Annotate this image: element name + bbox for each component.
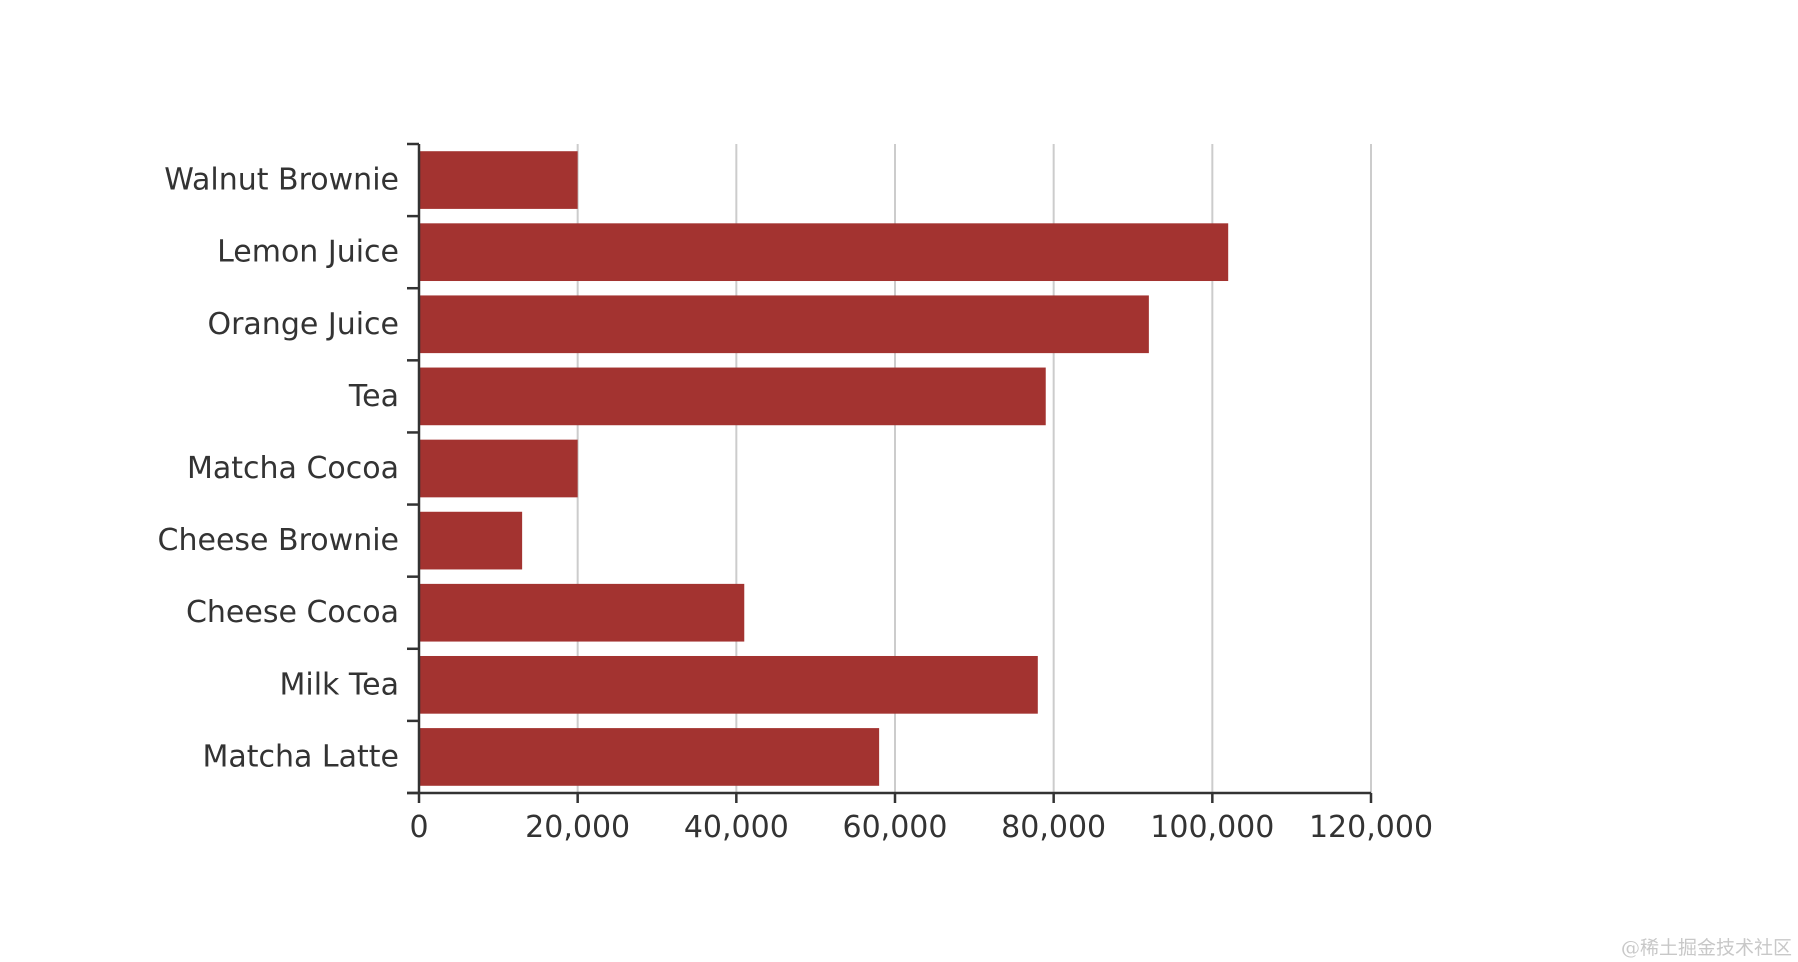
x-axis-ticks: 0 20,000 40,000 60,000 80,000 100,000 120,000 [409, 793, 1433, 845]
bar-matcha-cocoa [419, 439, 578, 498]
axes [407, 144, 1371, 795]
bar-orange-juice [419, 295, 1149, 354]
y-tick-label: Orange Juice [207, 307, 399, 342]
bars [419, 151, 1229, 786]
y-tick-label: Matcha Cocoa [187, 451, 399, 486]
x-tick-label: 80,000 [1001, 810, 1106, 845]
watermark: @稀土掘金技术社区 [1620, 937, 1792, 959]
x-tick-label: 120,000 [1309, 810, 1433, 845]
bar-cheese-brownie [419, 511, 523, 570]
x-tick-label: 100,000 [1150, 810, 1274, 845]
x-tick-label: 20,000 [525, 810, 630, 845]
bar-cheese-cocoa [419, 583, 745, 642]
y-tick-label: Tea [348, 379, 399, 414]
y-tick-label: Cheese Cocoa [186, 595, 399, 630]
x-tick-label: 0 [409, 810, 428, 845]
y-axis-ticks: Walnut Brownie Lemon Juice Orange Juice Tea… [158, 142, 419, 795]
y-tick-label: Cheese Brownie [158, 523, 399, 558]
y-tick-label: Matcha Latte [202, 739, 399, 774]
x-tick-label: 40,000 [684, 810, 789, 845]
x-tick-label: 60,000 [843, 810, 948, 845]
bar-matcha-latte [419, 728, 880, 786]
y-tick-label: Milk Tea [279, 667, 399, 702]
bar-milk-tea [419, 655, 1038, 714]
y-tick-label: Walnut Brownie [164, 163, 399, 198]
bar-tea [419, 367, 1046, 426]
bar-walnut-brownie [419, 151, 578, 209]
bar-lemon-juice [419, 223, 1229, 282]
y-tick-label: Lemon Juice [217, 235, 399, 270]
